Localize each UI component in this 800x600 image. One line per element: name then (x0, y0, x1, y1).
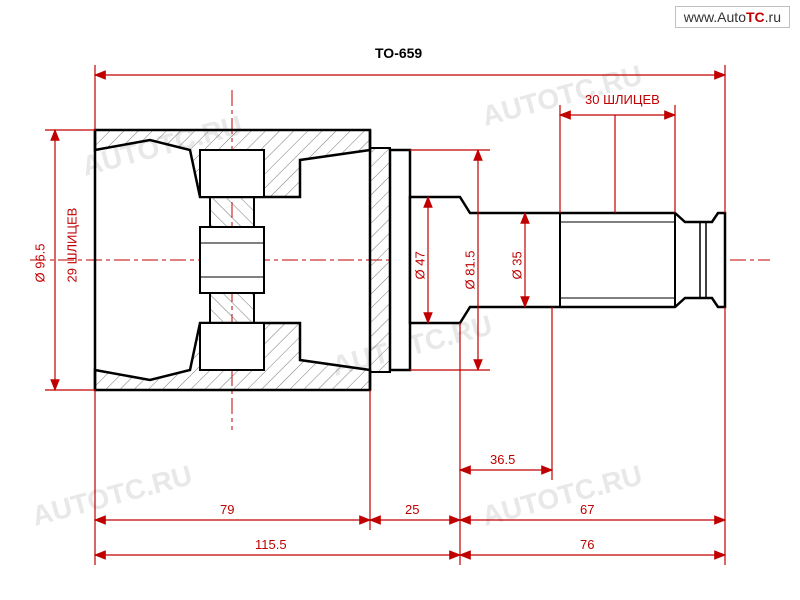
dim-79: 79 (220, 502, 234, 517)
shaft (410, 197, 725, 323)
dim-d35: Ø 35 (510, 251, 525, 279)
site-prefix: www.Auto (684, 9, 746, 25)
site-red: TC (746, 9, 765, 25)
dim-76: 76 (580, 537, 594, 552)
technical-drawing (0, 0, 800, 600)
dim-115-5: 115.5 (255, 537, 287, 552)
dim-shaft-splines: 30 ШЛИЦЕВ (585, 92, 660, 107)
dim-36-5: 36.5 (490, 452, 515, 467)
dim-d81-5: Ø 81.5 (463, 250, 478, 289)
dim-outer-dia: Ø 96.5 (33, 243, 48, 282)
dim-67: 67 (580, 502, 594, 517)
joint-face (370, 148, 410, 372)
part-number: TO-659 (375, 45, 422, 61)
dim-inner-splines: 29 ШЛИЦЕВ (65, 208, 80, 283)
dim-25: 25 (405, 502, 419, 517)
site-suffix: .ru (765, 9, 781, 25)
dim-d47: Ø 47 (413, 251, 428, 279)
site-badge: www.AutoTC.ru (675, 6, 790, 28)
